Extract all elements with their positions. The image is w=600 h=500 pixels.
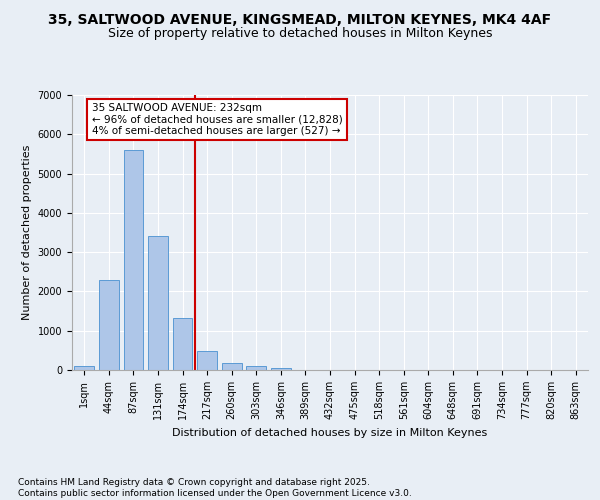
Text: 35, SALTWOOD AVENUE, KINGSMEAD, MILTON KEYNES, MK4 4AF: 35, SALTWOOD AVENUE, KINGSMEAD, MILTON K… bbox=[49, 12, 551, 26]
Bar bbox=[271, 368, 290, 370]
Bar bbox=[124, 150, 143, 370]
Bar bbox=[74, 366, 94, 370]
Bar bbox=[148, 236, 168, 370]
Bar bbox=[247, 366, 266, 370]
X-axis label: Distribution of detached houses by size in Milton Keynes: Distribution of detached houses by size … bbox=[172, 428, 488, 438]
Bar bbox=[222, 363, 242, 370]
Bar bbox=[99, 280, 119, 370]
Bar bbox=[173, 318, 193, 370]
Text: 35 SALTWOOD AVENUE: 232sqm
← 96% of detached houses are smaller (12,828)
4% of s: 35 SALTWOOD AVENUE: 232sqm ← 96% of deta… bbox=[92, 103, 343, 136]
Bar bbox=[197, 351, 217, 370]
Text: Size of property relative to detached houses in Milton Keynes: Size of property relative to detached ho… bbox=[108, 28, 492, 40]
Y-axis label: Number of detached properties: Number of detached properties bbox=[22, 145, 32, 320]
Text: Contains HM Land Registry data © Crown copyright and database right 2025.
Contai: Contains HM Land Registry data © Crown c… bbox=[18, 478, 412, 498]
